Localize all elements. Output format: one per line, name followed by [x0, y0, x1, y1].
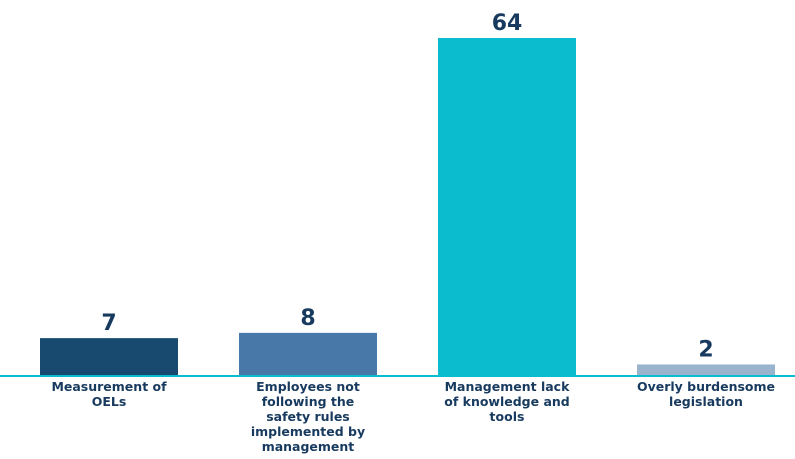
- category-label-3-line-3: tools: [490, 409, 525, 424]
- category-label-4-line-1: Overly burdensome: [637, 379, 775, 394]
- data-label-3: 64: [492, 11, 523, 36]
- category-label-2-line-1: Employees not: [256, 379, 360, 394]
- bar-3: [438, 38, 576, 375]
- bar-4: [637, 364, 775, 375]
- category-label-4-line-2: legislation: [669, 394, 743, 409]
- category-label-2-line-2: following the: [262, 394, 355, 409]
- data-label-4: 2: [698, 337, 713, 362]
- data-label-2: 8: [300, 306, 315, 331]
- category-label-1-line-1: Measurement of: [51, 379, 167, 394]
- category-label-2-line-4: implemented by: [251, 424, 365, 439]
- bar-1: [40, 338, 178, 375]
- category-label-1-line-2: OELs: [92, 394, 127, 409]
- category-label-3-line-2: of knowledge and: [444, 394, 570, 409]
- category-label-2: Employees not following the safety rules im…: [251, 379, 365, 454]
- value-labels-group: 7 8 64 2: [101, 11, 713, 362]
- category-label-3: Management lack of knowledge and tools: [444, 379, 570, 424]
- data-label-1: 7: [101, 311, 116, 336]
- category-labels-group: Measurement of OELs Employees not following…: [51, 379, 775, 454]
- category-label-3-line-1: Management lack: [445, 379, 570, 394]
- bars-group: [40, 38, 775, 375]
- category-label-4: Overly burdensome legislation: [637, 379, 775, 409]
- category-label-2-line-5: management: [262, 439, 355, 454]
- category-label-1: Measurement of OELs: [51, 379, 167, 409]
- bar-2: [239, 332, 377, 375]
- category-label-2-line-3: safety rules: [266, 409, 350, 424]
